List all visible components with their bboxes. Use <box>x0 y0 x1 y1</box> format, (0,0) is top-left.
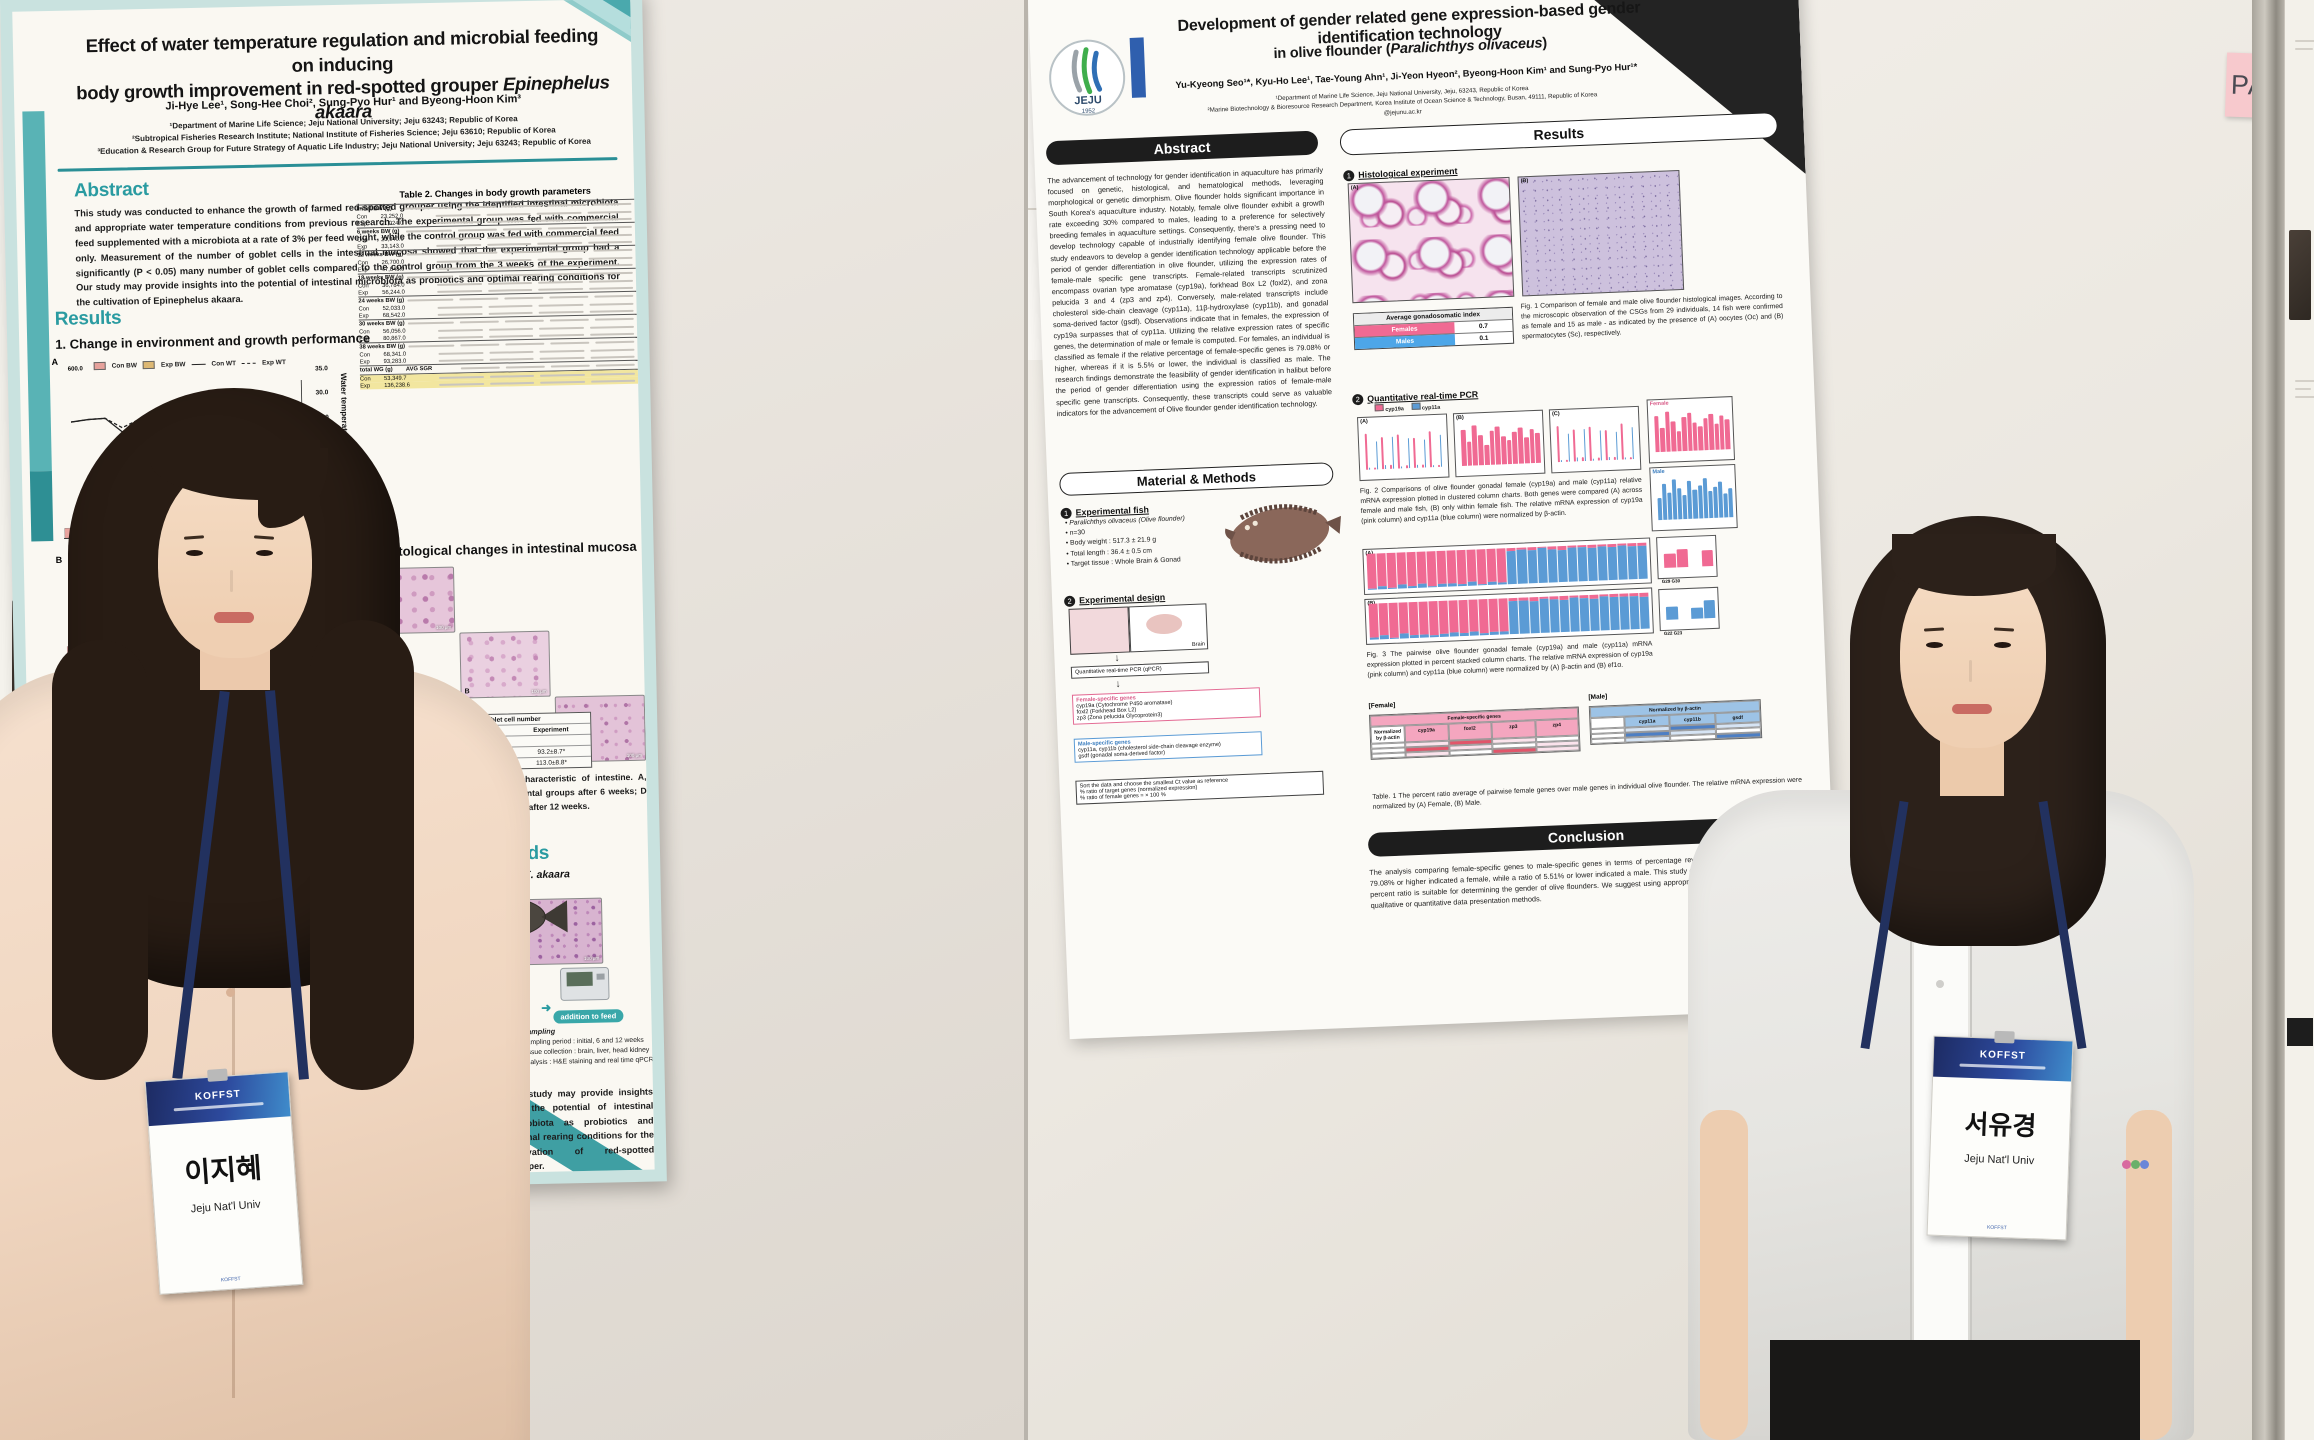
divider <box>57 157 618 172</box>
male-ratio-table: Normalized by β-actin cyp11a cyp11b gsdf <box>1588 699 1763 746</box>
flow-step-addition: addition to feed <box>553 1005 624 1024</box>
results-heading: Results <box>1339 112 1779 156</box>
neighbor-poster-right-edge <box>2284 0 2314 1440</box>
badge-name: 서유경 <box>1964 1108 2037 1142</box>
right-person-hair-part <box>1892 534 2056 596</box>
deco-ribbon <box>29 471 54 542</box>
qpcr-legend: cyp19a cyp11a <box>1374 402 1440 414</box>
badge-affiliation: Jeju Nat'l Univ <box>190 1198 261 1216</box>
jeju-university-logo: JEJU 1952 <box>1049 39 1126 116</box>
badge-footer-logo: KOFFST <box>1986 1224 2007 1232</box>
right-poster: JEJU 1952 Development of gender related … <box>1028 0 1840 1040</box>
formula-box: Sort the data and choose the smallest Ct… <box>1075 770 1325 805</box>
bracelet <box>2122 1156 2149 1174</box>
mini-panel-blue-label: G22 G23 <box>1663 630 1683 636</box>
badge-clip <box>1994 1030 2015 1044</box>
y-axis-max: 600.0 <box>67 366 83 373</box>
stacked-chart-ef1a: (B) <box>1364 587 1654 645</box>
fig1-image-A-ovary: (A) <box>1347 176 1515 304</box>
panel-letter-a: A <box>51 356 59 367</box>
right-person-neck <box>1940 740 2004 796</box>
down-arrow-icon: ↓ <box>1114 652 1120 665</box>
badge-header: KOFFST <box>1933 1036 2073 1082</box>
badge-footer-logo: KOFFST <box>220 1276 241 1284</box>
female-ratio-table: Female-specific genes Normalized by β-ac… <box>1368 706 1581 760</box>
badge-clip <box>207 1068 228 1082</box>
svg-text:JEJU: JEJU <box>1074 94 1102 107</box>
male-genes-box: Male-specific genes cyp11a, cyp11b (chol… <box>1073 731 1263 763</box>
experimental-fish-bullets: • Paralichthys olivaceus (Olive flounder… <box>1064 515 1185 568</box>
arrow-icon: ➜ <box>541 1000 552 1015</box>
right-name-badge: KOFFST 서유경 Jeju Nat'l Univ KOFFST <box>1926 1030 2074 1241</box>
right-person-skirt <box>1770 1340 2140 1440</box>
sampling-conditions: • Sampling - Sampling period : initial, … <box>518 1026 654 1066</box>
gonadosomatic-index-table: Average gonadosomatic index Females 0.7 M… <box>1352 306 1515 351</box>
female-individuals-chart: Female <box>1646 396 1736 464</box>
female-table-label: [Female] <box>1368 701 1396 710</box>
left-photo: Effect of water temperature regulation a… <box>0 0 1024 1440</box>
svg-text:1952: 1952 <box>1082 108 1096 115</box>
left-person-hair-strand <box>310 620 414 1090</box>
badge-affiliation: Jeju Nat'l Univ <box>1964 1152 2035 1168</box>
results-subsection-2: 2. Histological changes in intestinal mu… <box>363 538 637 560</box>
left-person-hair-strand <box>52 640 148 1080</box>
qpcr-panel-A: (A) <box>1357 413 1450 482</box>
scale-icon <box>559 967 610 1001</box>
qpcr-box: Quantitative real-time PCR (qPCR) <box>1070 661 1210 679</box>
table2-body-growth: Initial BW (g) Con 23,252.0 Exp 21,024.0 6… <box>356 198 639 390</box>
chart-legend: Con BW Exp BW Con WT Exp WT <box>93 358 286 371</box>
qpcr-panel-C: (C) <box>1548 405 1642 474</box>
photo-divider <box>1024 0 1028 1440</box>
badge-name: 이지혜 <box>183 1152 263 1189</box>
fig1-caption: Fig. 1 Comparison of female and male oli… <box>1520 292 1784 340</box>
abstract-heading: Abstract <box>73 178 149 202</box>
results-heading: Results <box>54 307 128 331</box>
panel-letter-b: B <box>55 554 63 565</box>
male-individuals-chart: Male <box>1649 463 1738 532</box>
fig2-caption: Fig. 2 Comparisons of olive flounder gon… <box>1359 476 1643 525</box>
right-photo: l supplementation on growth performance,… <box>1028 0 2314 1440</box>
right-person-forearm <box>1700 1110 1748 1440</box>
flounder-illustration <box>1225 504 1341 564</box>
results-subsection-1: 1. Change in environment and growth perf… <box>55 330 371 352</box>
deco-ribbon <box>22 111 52 472</box>
fig1-image-B-testis: (B) <box>1517 169 1685 297</box>
qpcr-panel-B: (B) <box>1452 409 1546 478</box>
left-name-badge: KOFFST 이지혜 Jeju Nat'l Univ KOFFST <box>144 1068 304 1295</box>
materials-heading: Material & Methods <box>1059 462 1334 497</box>
histology-B: B 100 μm <box>459 630 551 699</box>
mini-panel-pink <box>1656 534 1718 580</box>
stacked-chart-bactin: (A) <box>1362 537 1652 595</box>
female-genes-box: Female-specific genes cyp19a (Cytochrome… <box>1071 687 1261 725</box>
down-arrow-icon: ↓ <box>1115 678 1121 691</box>
gonad-thumb <box>1068 606 1131 655</box>
brain-thumb: Brain <box>1128 603 1209 653</box>
abstract-heading: Abstract <box>1045 130 1319 166</box>
fig3-caption: Fig. 3 The pairwise olive flounder gonad… <box>1366 640 1653 679</box>
male-table-label: [Male] <box>1588 693 1608 702</box>
mini-panel-blue <box>1658 586 1720 632</box>
mini-panel-pink-label: G29 G30 <box>1661 578 1681 585</box>
aluminum-rail <box>2252 0 2284 1440</box>
abstract-text: The advancement of technology for gender… <box>1047 165 1333 418</box>
